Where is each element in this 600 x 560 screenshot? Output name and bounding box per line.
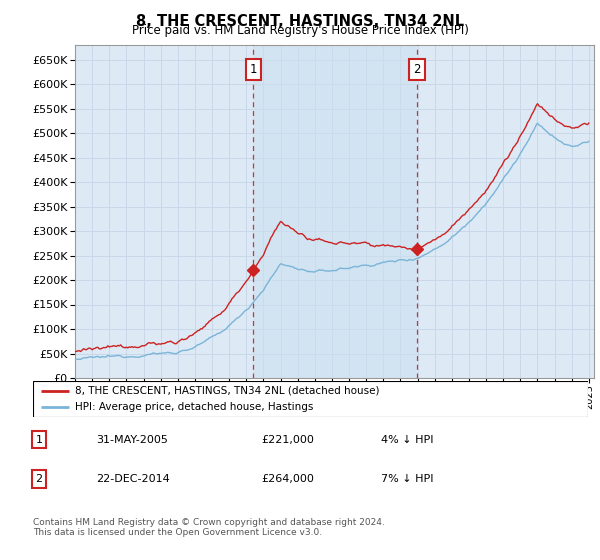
Text: 31-MAY-2005: 31-MAY-2005 <box>96 435 168 445</box>
Text: 2: 2 <box>413 63 421 76</box>
Text: 2: 2 <box>35 474 43 484</box>
Text: 8, THE CRESCENT, HASTINGS, TN34 2NL (detached house): 8, THE CRESCENT, HASTINGS, TN34 2NL (det… <box>74 386 379 395</box>
Text: Contains HM Land Registry data © Crown copyright and database right 2024.
This d: Contains HM Land Registry data © Crown c… <box>33 518 385 538</box>
Text: 22-DEC-2014: 22-DEC-2014 <box>96 474 170 484</box>
Text: 1: 1 <box>35 435 43 445</box>
Text: HPI: Average price, detached house, Hastings: HPI: Average price, detached house, Hast… <box>74 403 313 412</box>
Text: 8, THE CRESCENT, HASTINGS, TN34 2NL: 8, THE CRESCENT, HASTINGS, TN34 2NL <box>136 14 464 29</box>
Bar <box>253 45 417 378</box>
Text: 4% ↓ HPI: 4% ↓ HPI <box>381 435 433 445</box>
Text: 7% ↓ HPI: 7% ↓ HPI <box>381 474 433 484</box>
Text: 1: 1 <box>250 63 257 76</box>
Text: £221,000: £221,000 <box>261 435 314 445</box>
Text: £264,000: £264,000 <box>261 474 314 484</box>
Text: Price paid vs. HM Land Registry's House Price Index (HPI): Price paid vs. HM Land Registry's House … <box>131 24 469 37</box>
